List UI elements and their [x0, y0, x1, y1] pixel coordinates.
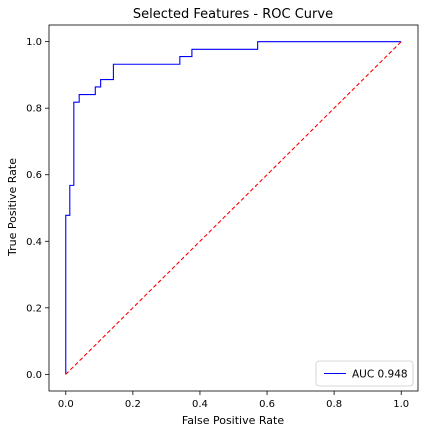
y-tick-label: 0.0: [26, 370, 42, 381]
y-tick-label: 0.4: [26, 237, 42, 248]
y-axis-label: True Positive Rate: [6, 158, 19, 257]
x-axis-label: False Positive Rate: [182, 414, 284, 427]
plot-area: 0.0 0.2 0.4 0.6 0.8 1.0 0.0 0.2 0.4 0.6 0.8 1.0 AUC …: [26, 24, 419, 410]
legend-label: AUC 0.948: [352, 369, 408, 381]
x-tick-label: 0.6: [259, 399, 275, 410]
x-tick-label: 0.4: [192, 399, 208, 410]
x-tick-label: 0.8: [326, 399, 342, 410]
y-tick-label: 0.2: [26, 303, 42, 314]
y-tick-label: 1.0: [26, 37, 42, 48]
x-tick-label: 0.0: [58, 399, 74, 410]
y-tick-label: 0.6: [26, 170, 42, 181]
x-tick-label: 0.2: [125, 399, 141, 410]
diagonal-reference-line: [65, 41, 402, 375]
roc-curve-line: [65, 41, 402, 375]
legend-box: [315, 360, 414, 387]
chart-title: Selected Features - ROC Curve: [133, 7, 333, 22]
y-tick-label: 0.8: [26, 104, 42, 115]
x-tick-label: 1.0: [393, 399, 409, 410]
plot-frame: [48, 24, 419, 392]
